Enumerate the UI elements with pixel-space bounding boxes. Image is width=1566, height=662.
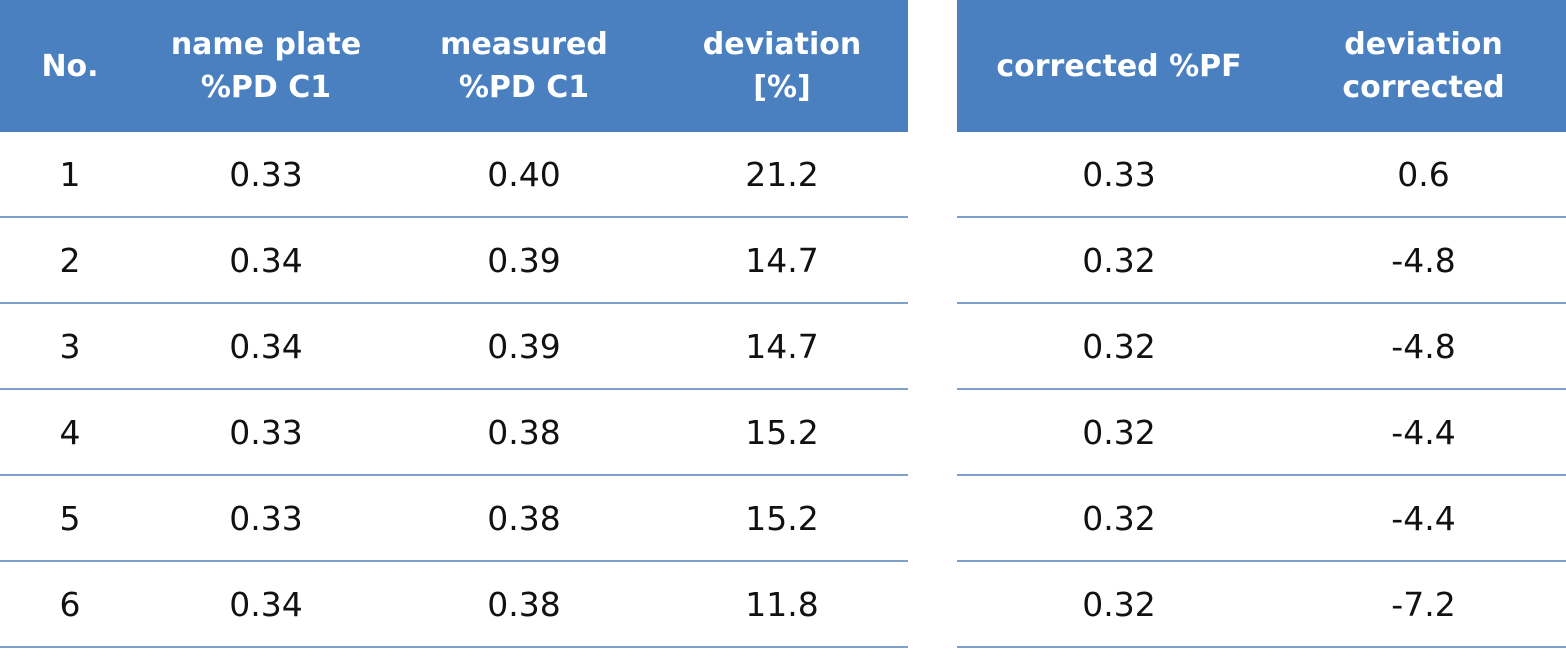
cell-no: 3 [0,303,140,390]
column-header-no: No. [0,0,140,132]
cell-deviation-corrected: -4.8 [1281,303,1566,390]
table-row: 5 0.33 0.38 15.2 [0,475,908,562]
table-row: 0.32 -4.4 [957,389,1566,476]
column-header-name-plate: name plate %PD C1 [140,0,392,132]
cell-deviation-corrected: -7.2 [1281,561,1566,648]
cell-measured: 0.38 [392,389,656,476]
table-row: 0.33 0.6 [957,132,1566,218]
cell-deviation-corrected: -4.4 [1281,389,1566,476]
cell-measured: 0.40 [392,132,656,218]
cell-no: 1 [0,132,140,218]
table-row: 0.32 -4.8 [957,217,1566,304]
cell-name-plate: 0.33 [140,389,392,476]
cell-name-plate: 0.34 [140,303,392,390]
column-header-deviation-corrected: deviation corrected [1281,0,1566,132]
cell-measured: 0.39 [392,217,656,304]
cell-corrected-pf: 0.32 [957,561,1281,648]
table-header-row: No. name plate %PD C1 measured %PD C1 de… [0,0,908,132]
table-row: 6 0.34 0.38 11.8 [0,561,908,648]
cell-no: 5 [0,475,140,562]
table-row: 0.32 -7.2 [957,561,1566,648]
measurement-table: No. name plate %PD C1 measured %PD C1 de… [0,0,908,648]
column-header-deviation: deviation [%] [656,0,908,132]
cell-name-plate: 0.34 [140,561,392,648]
cell-corrected-pf: 0.32 [957,389,1281,476]
corrected-table: corrected %PF deviation corrected 0.33 0… [957,0,1566,648]
cell-deviation: 14.7 [656,217,908,304]
table-row: 1 0.33 0.40 21.2 [0,132,908,218]
column-header-corrected-pf: corrected %PF [957,0,1281,132]
cell-name-plate: 0.33 [140,132,392,218]
cell-corrected-pf: 0.32 [957,217,1281,304]
table-row: 0.32 -4.8 [957,303,1566,390]
cell-deviation-corrected: -4.8 [1281,217,1566,304]
table-row: 3 0.34 0.39 14.7 [0,303,908,390]
cell-deviation-corrected: 0.6 [1281,132,1566,218]
cell-corrected-pf: 0.33 [957,132,1281,218]
table-header-row: corrected %PF deviation corrected [957,0,1566,132]
table-row: 0.32 -4.4 [957,475,1566,562]
cell-deviation: 21.2 [656,132,908,218]
cell-measured: 0.39 [392,303,656,390]
table-row: 2 0.34 0.39 14.7 [0,217,908,304]
cell-deviation-corrected: -4.4 [1281,475,1566,562]
cell-deviation: 11.8 [656,561,908,648]
cell-no: 4 [0,389,140,476]
cell-corrected-pf: 0.32 [957,475,1281,562]
cell-measured: 0.38 [392,475,656,562]
cell-deviation: 15.2 [656,389,908,476]
cell-name-plate: 0.34 [140,217,392,304]
cell-measured: 0.38 [392,561,656,648]
cell-corrected-pf: 0.32 [957,303,1281,390]
cell-deviation: 14.7 [656,303,908,390]
table-row: 4 0.33 0.38 15.2 [0,389,908,476]
cell-name-plate: 0.33 [140,475,392,562]
cell-no: 2 [0,217,140,304]
cell-no: 6 [0,561,140,648]
column-header-measured: measured %PD C1 [392,0,656,132]
cell-deviation: 15.2 [656,475,908,562]
